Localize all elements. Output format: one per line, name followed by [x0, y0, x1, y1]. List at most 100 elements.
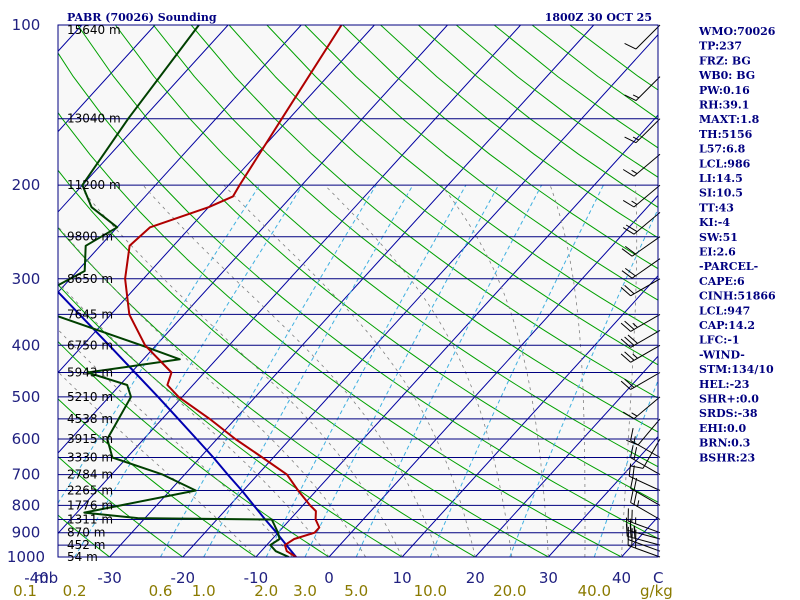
temperature-tick-label: 20: [466, 569, 485, 587]
height-label: 7645 m: [67, 307, 113, 321]
wind-barb-flag: [620, 380, 631, 390]
sounding-index: BRN:0.3: [699, 437, 750, 450]
wind-barb-flag: [633, 491, 638, 505]
wind-barb-staff: [627, 520, 661, 534]
wind-barb-staff: [627, 539, 661, 552]
mixing-ratio-line: [304, 184, 499, 557]
wind-barb: [620, 329, 661, 348]
plot-frame: [57, 24, 659, 558]
isotherm-line: [255, 114, 658, 557]
wind-barb-staff: [633, 153, 661, 177]
temperature-tick-label: -40: [24, 569, 49, 587]
height-label: 2265 m: [67, 484, 113, 498]
wind-barb-flag: [625, 245, 636, 255]
station-title: PABR (70026) Sounding: [67, 11, 217, 24]
sounding-index: CAP:14.2: [699, 319, 755, 332]
wind-barb: [622, 153, 661, 177]
sounding-index: TH:5156: [699, 128, 753, 141]
mixing-ratio-line: [265, 184, 467, 557]
height-label: 15640 m: [67, 23, 121, 37]
pressure-tick-label: 700: [12, 466, 41, 484]
wind-barb-flag: [620, 322, 631, 332]
wind-barb-staff: [627, 544, 661, 558]
wind-barbs: [620, 24, 661, 558]
mixing-ratio-line: [74, 184, 303, 557]
pressure-tick-label: 600: [12, 430, 41, 448]
mixing-ratio-line: [355, 184, 543, 557]
sounding-index: -PARCEL-: [699, 260, 758, 273]
wind-barb-flag: [624, 285, 635, 295]
wind-barb-staff: [630, 487, 661, 506]
wind-barb-staff: [627, 535, 661, 546]
sounding-index: WB0: BG: [698, 69, 755, 82]
pressure-tick-label: 800: [12, 496, 41, 514]
pressure-tick-label: 200: [12, 176, 41, 194]
isotherm-line: [58, 25, 156, 133]
sounding-index: TP:237: [699, 40, 742, 53]
sounding-profiles: [58, 25, 343, 557]
wind-barb: [625, 517, 661, 540]
mixing-ratio-tick-label: 1.0: [192, 582, 216, 600]
background-lines: [58, 25, 658, 557]
wind-barb: [628, 463, 661, 491]
wind-barb-flag: [630, 465, 644, 469]
wind-barb-flag: [626, 439, 639, 446]
wind-barb-flag: [624, 378, 635, 388]
height-label: 2784 m: [67, 468, 113, 482]
height-label: 8650 m: [67, 272, 113, 286]
wind-barb: [626, 418, 661, 446]
wind-barb-flag: [632, 465, 635, 478]
wind-barb-flag: [624, 136, 637, 144]
pressure-tick-label: 300: [12, 270, 41, 288]
wind-barb-flag: [637, 500, 640, 507]
mixing-ratio-tick-label: 0.6: [149, 582, 173, 600]
wind-barb-flag: [622, 199, 635, 208]
moist-adiabat-line: [142, 184, 440, 557]
wind-barb-flag: [630, 428, 634, 441]
wind-barb-staff: [631, 236, 661, 257]
wind-barb-flag: [624, 351, 635, 361]
wind-barb-staff: [630, 329, 661, 348]
isotherm-line: [58, 25, 229, 213]
sounding-index: WMO:70026: [698, 25, 776, 38]
sounding-index: SHR+:0.0: [699, 393, 759, 406]
wind-barb-staff: [630, 502, 661, 520]
moist-adiabat-line: [58, 281, 330, 557]
wind-barb-flag: [620, 287, 631, 297]
sounding-index: PW:0.16: [699, 84, 750, 97]
wind-barb-flag: [629, 518, 632, 532]
sounding-index: -WIND-: [699, 348, 745, 361]
isotherm-line: [58, 25, 448, 454]
mixing-ratio-tick-label: 10.0: [414, 582, 447, 600]
wind-barb: [621, 258, 661, 279]
pressure-tick-label: 500: [12, 388, 41, 406]
wind-barb: [622, 212, 661, 235]
wind-barb-staff: [630, 313, 661, 332]
wind-barb-staff: [642, 438, 661, 469]
wind-barb-flag: [624, 94, 637, 102]
height-label: 3915 m: [67, 432, 113, 446]
sounding-index: STM:134/10: [699, 363, 774, 376]
mixing-ratio-tick-label: 5.0: [344, 582, 368, 600]
sounding-index: L57:6.8: [699, 143, 746, 156]
wind-barb-flag: [620, 338, 631, 348]
wind-barb: [630, 445, 661, 476]
height-label: 13040 m: [67, 112, 121, 126]
isotherm-line: [401, 275, 658, 557]
mixing-ratio-tick-label: 0.1: [13, 582, 37, 600]
sounding-index: EI:2.6: [699, 246, 736, 259]
height-label: 5210 m: [67, 390, 113, 404]
height-label: 5943 m: [67, 366, 113, 380]
plot-area: [58, 25, 658, 557]
wind-barb-flag: [625, 224, 638, 233]
wind-barb-staff: [635, 118, 661, 144]
wind-barb-flag: [628, 463, 632, 477]
wind-barb: [624, 76, 661, 102]
isotherm-line: [58, 25, 375, 374]
wind-barb-staff: [633, 184, 661, 208]
wind-barb: [624, 24, 661, 50]
temperature-trace: [124, 25, 343, 557]
wind-barb: [630, 428, 661, 458]
wind-barb-staff: [635, 24, 661, 50]
